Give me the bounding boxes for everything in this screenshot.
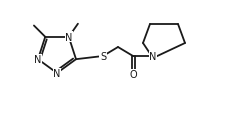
Text: N: N [65, 33, 72, 42]
Text: N: N [53, 68, 61, 78]
Text: S: S [100, 52, 106, 61]
Text: N: N [149, 52, 157, 61]
Text: O: O [129, 69, 137, 79]
Text: N: N [149, 52, 157, 61]
Text: N: N [34, 55, 42, 65]
